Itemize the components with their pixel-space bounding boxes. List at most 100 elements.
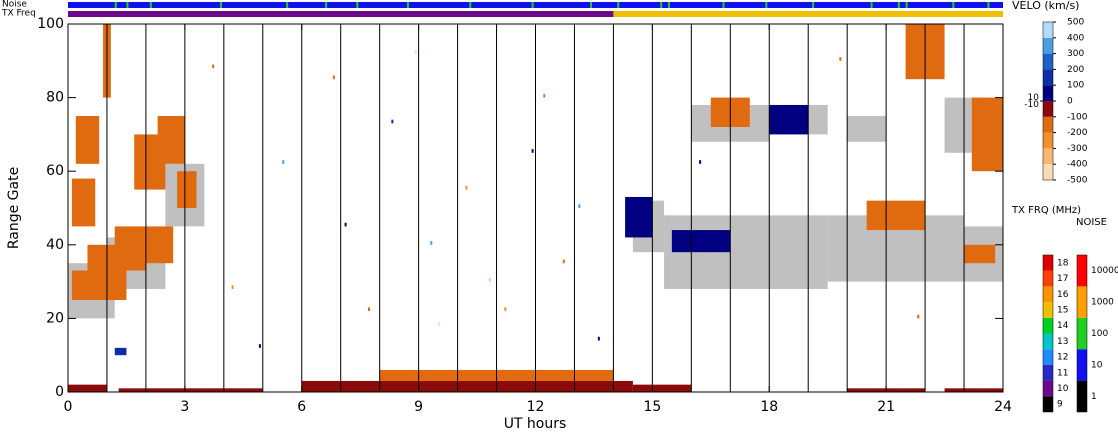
freq-colorbar-cell <box>1043 302 1053 318</box>
echo-cell <box>632 384 692 392</box>
echo-cell <box>430 241 433 245</box>
echo-cell <box>597 336 600 341</box>
noise-spike <box>952 2 955 8</box>
velo-tick-label: -200 <box>1067 128 1088 138</box>
echo-cell <box>212 64 215 69</box>
echo-cell <box>438 322 441 326</box>
noise-spike <box>722 2 725 8</box>
x-tick-label: 9 <box>414 399 423 415</box>
x-tick-label: 21 <box>877 399 895 415</box>
noise-spike <box>660 2 663 8</box>
echo-cell <box>578 204 581 208</box>
echo-cell <box>699 160 702 164</box>
freq-colorbar-cell <box>1043 255 1053 271</box>
velo-tick-label: 200 <box>1067 65 1084 75</box>
freq-colorbar-cell <box>1043 349 1053 365</box>
velo-colorbar-cell <box>1043 69 1053 86</box>
noise-spike <box>114 2 117 8</box>
freq-tick-label: 10 <box>1057 384 1069 394</box>
echo-cell <box>301 380 633 392</box>
echo-cell <box>504 307 507 312</box>
velo-colorbar-cell <box>1043 37 1053 54</box>
freq-colorbar-cell <box>1043 317 1053 334</box>
noise-spike <box>870 2 873 8</box>
echo-cell <box>71 270 88 300</box>
noise-colorbar-cell <box>1077 286 1087 318</box>
velo-tick-label: 0 <box>1067 97 1073 107</box>
velo-inner-tick-label: -10 <box>1024 100 1039 110</box>
noise-tick-label: 1000 <box>1091 298 1114 308</box>
echo-cell <box>231 285 234 289</box>
echo-cell <box>769 104 809 135</box>
noise-colorbar-cell <box>1077 349 1087 381</box>
freq-tick-label: 16 <box>1057 290 1069 300</box>
echo-cell <box>177 171 197 208</box>
freq-colorbar-cell <box>1043 270 1053 287</box>
velo-tick-label: -300 <box>1067 144 1088 154</box>
freq-tick-label: 9 <box>1057 400 1063 410</box>
x-tick-label: 0 <box>64 399 73 415</box>
echo-cell <box>465 185 468 190</box>
x-axis-label: UT hours <box>504 416 567 432</box>
velo-tick-label: 300 <box>1067 49 1084 59</box>
y-axis-label: Range Gate <box>6 167 22 249</box>
velo-tick-label: 100 <box>1067 81 1084 91</box>
noise-tick-label: 100 <box>1091 329 1108 339</box>
velo-tick-label: 400 <box>1067 33 1084 43</box>
y-tick-label: 60 <box>46 163 64 179</box>
echo-cell <box>964 244 996 264</box>
noise-tick-label: 10000 <box>1091 266 1118 276</box>
noise-colorbar-cell <box>1077 317 1087 350</box>
echo-cell <box>625 196 653 238</box>
freq-tick-label: 12 <box>1057 353 1068 363</box>
echo-cell <box>531 149 534 153</box>
x-tick-label: 18 <box>760 399 778 415</box>
echo-cell <box>414 49 417 54</box>
echo-cell <box>282 160 285 164</box>
velo-colorbar-cell <box>1043 148 1053 165</box>
velo-colorbar-cell <box>1043 116 1053 133</box>
echo-cell <box>917 314 920 319</box>
echo-cell <box>332 75 335 80</box>
x-tick-label: 12 <box>527 399 545 415</box>
echo-cell <box>839 57 842 61</box>
freq-tick-label: 11 <box>1057 368 1068 378</box>
echo-cell <box>367 307 370 312</box>
freq-tick-label: 14 <box>1057 321 1069 331</box>
velo-colorbar-cell <box>1043 53 1053 70</box>
noise-spike <box>765 2 768 8</box>
tx-bar-label: TX Freq <box>1 9 36 19</box>
velo-colorbar-cell <box>1043 85 1053 101</box>
ground-scatter <box>847 116 887 142</box>
freq-colorbar-cell <box>1043 396 1053 412</box>
echo-cell <box>671 230 731 253</box>
noise-spike <box>667 2 670 8</box>
echo-cell <box>68 384 107 392</box>
noise-spike <box>325 2 328 8</box>
x-tick-label: 24 <box>994 399 1012 415</box>
freq-colorbar-frame <box>1042 254 1054 413</box>
freq-tick-label: 15 <box>1057 305 1068 315</box>
echo-cell <box>866 200 926 231</box>
noise-spike <box>286 2 289 8</box>
noise-spike <box>219 2 222 8</box>
noise-scale-label: NOISE <box>1076 217 1107 228</box>
velo-tick-label: 500 <box>1067 18 1084 28</box>
noise-spike <box>126 2 129 8</box>
freq-tick-label: 13 <box>1057 337 1068 347</box>
velo-scale-label: VELO (km/s) <box>1012 0 1079 12</box>
velo-colorbar-cell <box>1043 164 1053 180</box>
echo-cell <box>391 119 394 124</box>
echo-cell <box>75 116 100 164</box>
velo-tick-label: -400 <box>1067 160 1088 170</box>
echo-cell <box>971 97 1003 172</box>
y-tick-label: 0 <box>55 384 64 400</box>
y-tick-label: 80 <box>46 90 64 106</box>
freq-colorbar-cell <box>1043 364 1053 381</box>
echo-cell <box>344 222 347 227</box>
noise-tick-label: 10 <box>1091 360 1103 370</box>
noise-spike <box>897 2 900 8</box>
echo-cell <box>944 388 1003 392</box>
velo-colorbar-cell <box>1043 101 1053 117</box>
